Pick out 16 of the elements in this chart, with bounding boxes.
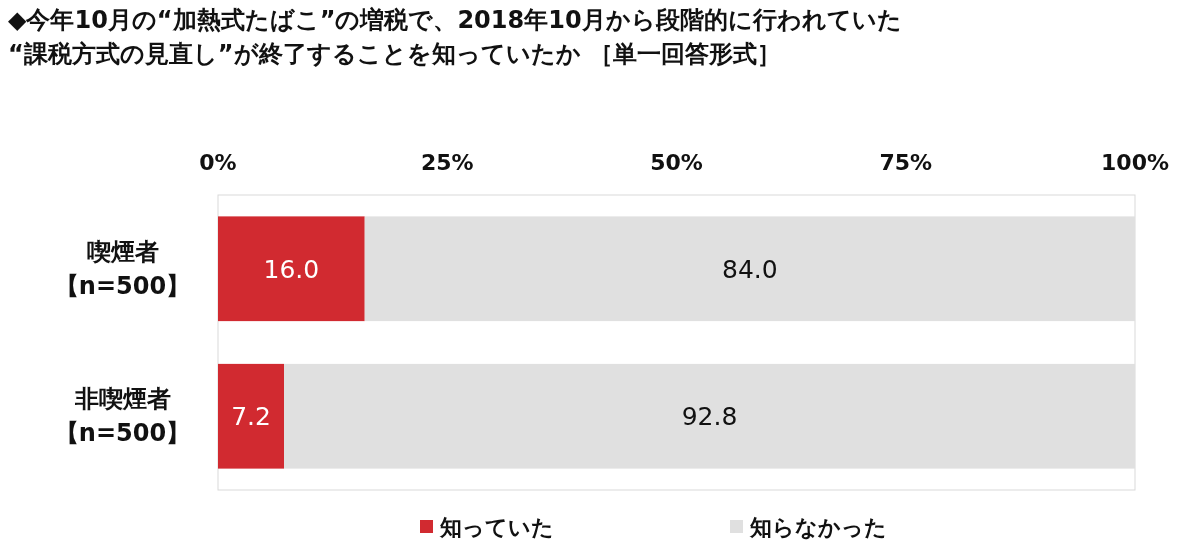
data-label: 84.0 [722,254,778,284]
chart-title: ◆今年10月の“加熱式たばこ”の増税で、2018年10月から段階的に行われていた “課税方式の見直し”が終了することを知っていたか ［単一回答形式］ [8,6,902,68]
bar [218,363,285,469]
bar [218,216,365,322]
data-label: 16.0 [263,254,320,284]
x-tick-label: 50% [650,150,703,175]
data-label: 7.2 [231,402,271,432]
legend-label: 知っていた [439,515,554,540]
x-tick-label: 25% [420,150,474,175]
data-label: 92.8 [681,402,738,432]
x-tick-label: 75% [879,150,933,175]
y-tick-label: 喫煙者【n=500】 [53,236,192,302]
x-tick-label: 100% [1101,150,1169,175]
legend-label: 知らなかった [749,515,887,540]
y-tick-label: 非喫煙者【n=500】 [53,384,192,450]
x-tick-label: 0% [199,150,237,175]
